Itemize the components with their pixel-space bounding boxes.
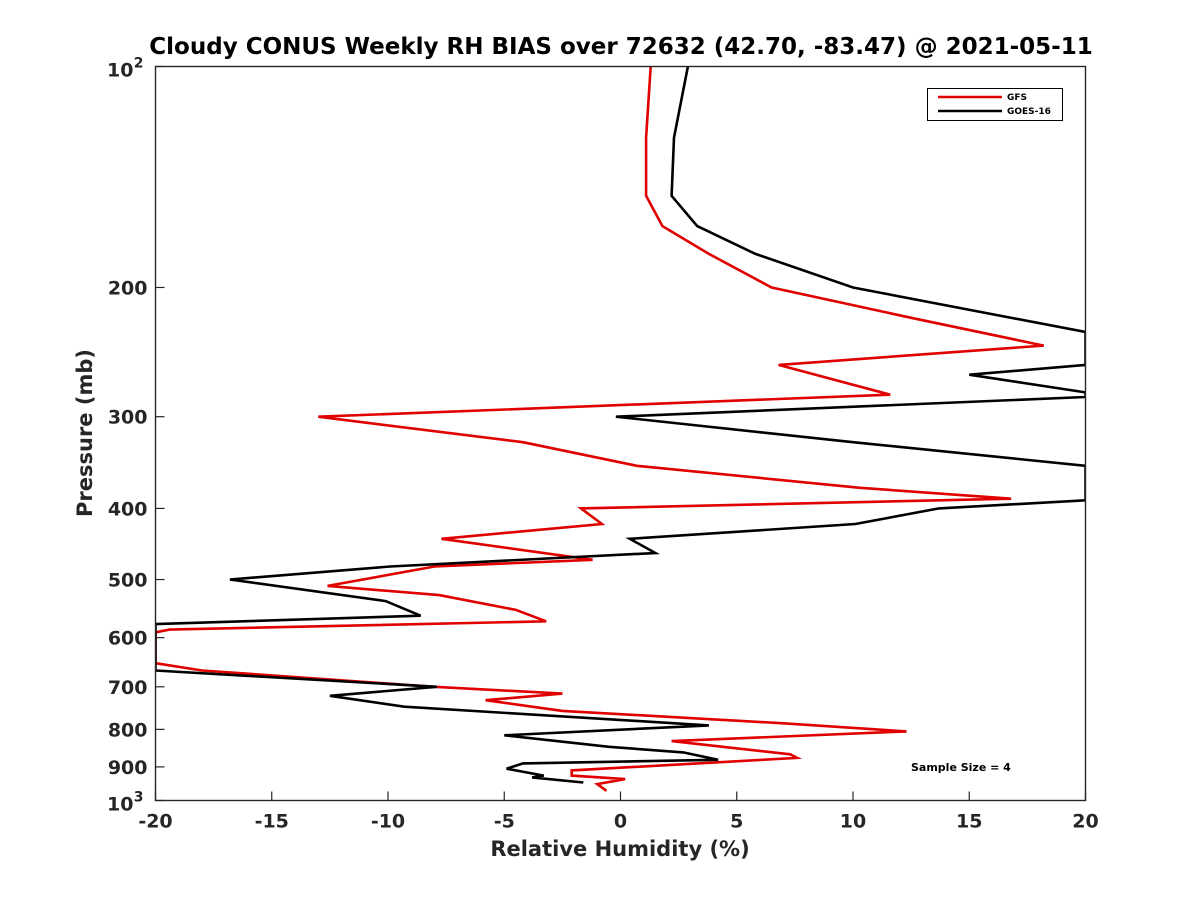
y-tick-label: 10 [107,794,133,816]
y-tick-label: 10 [107,60,133,82]
plot-area [155,66,1086,792]
chart-title: Cloudy CONUS Weekly RH BIAS over 72632 (… [149,34,1092,60]
legend-box [927,88,1063,121]
x-axis: -20 -15 -10 -5 0 5 10 15 20 [138,791,1099,833]
x-tick-label: -20 [138,811,172,833]
y-tick-label: 800 [108,719,148,741]
y-tick-label: 900 [108,757,148,779]
y-tick-label: 700 [108,677,148,699]
series-line-gfs [155,66,1044,792]
legend-label-gfs: GFS [1007,93,1027,103]
y-tick-label: 300 [108,407,148,429]
y-tick-exponent: 3 [134,790,144,806]
x-tick-label: 10 [840,811,866,833]
x-tick-label: 15 [956,811,982,833]
y-tick-label: 500 [108,570,148,592]
x-tick-label: -5 [494,811,515,833]
legend-label-goes-16: GOES-16 [1007,107,1051,117]
y-axis-label: Pressure (mb) [73,349,97,517]
y-tick-label: 200 [108,277,148,299]
x-tick-label: -10 [371,811,405,833]
x-axis-label: Relative Humidity (%) [490,837,749,861]
x-tick-label: 0 [614,811,627,833]
series-line-goes-16 [155,66,1086,784]
x-tick-label: 5 [730,811,743,833]
sample-size-annotation: Sample Size = 4 [911,761,1011,774]
y-tick-exponent: 2 [134,56,144,72]
x-tick-label: 20 [1072,811,1098,833]
legend: GFS GOES-16 [927,88,1063,121]
y-tick-label: 600 [108,628,148,650]
y-tick-label: 400 [108,498,148,520]
plot-frame [154,65,1087,802]
x-tick-label: -15 [255,811,289,833]
